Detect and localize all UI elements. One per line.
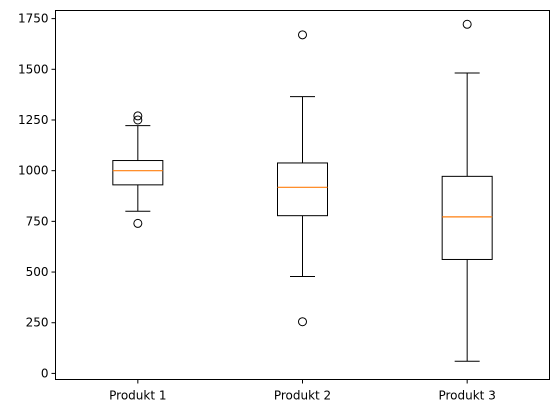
box-group: [441, 19, 493, 362]
iqr-box: [441, 175, 493, 260]
iqr-box: [112, 160, 164, 186]
outlier-point: [133, 115, 143, 125]
y-tick-label: 750: [26, 214, 49, 228]
y-tick-label: 250: [26, 316, 49, 330]
outlier-point: [462, 19, 472, 29]
y-tick-label: 0: [41, 366, 49, 380]
outlier-point: [133, 111, 143, 121]
outlier-point: [298, 317, 307, 327]
y-tick-label: 1000: [18, 164, 49, 178]
x-axis: Produkt 1 Produkt 2 Produkt 3: [109, 379, 496, 403]
x-tick-label: Produkt 3: [438, 389, 495, 403]
iqr-box: [277, 162, 328, 217]
y-tick-label: 500: [26, 265, 49, 279]
y-tick-label: 1500: [18, 62, 49, 76]
plot-area: [112, 19, 493, 362]
box-group: [112, 111, 164, 228]
axes-frame: [55, 10, 550, 380]
box-group: [277, 30, 328, 327]
outlier-point: [133, 218, 143, 228]
y-tick-label: 1250: [18, 113, 49, 127]
outlier-point: [298, 30, 307, 40]
y-axis: 0 250 500 750 1000 1250 1500 1750: [18, 12, 56, 380]
y-tick-label: 1750: [18, 12, 49, 26]
x-tick-label: Produkt 2: [274, 389, 331, 403]
x-tick-label: Produkt 1: [109, 389, 166, 403]
